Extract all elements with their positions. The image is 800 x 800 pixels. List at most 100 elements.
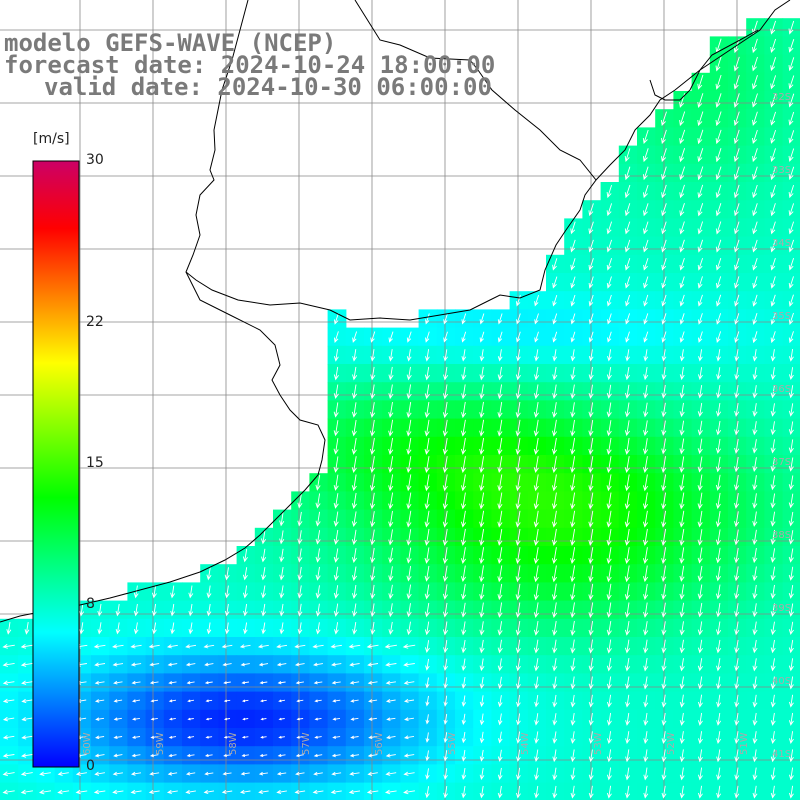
wind-arrow <box>351 474 357 492</box>
wind-arrow <box>570 565 576 583</box>
colorbar-tick-30: 30 <box>86 152 104 168</box>
wind-arrow <box>297 530 303 545</box>
wind-arrow <box>588 621 594 636</box>
wind-arrow <box>21 680 33 685</box>
wind-arrow <box>715 93 722 108</box>
wind-arrow <box>168 681 177 685</box>
wind-arrow <box>734 584 740 600</box>
wind-arrow <box>588 384 594 399</box>
wind-arrow <box>697 712 703 726</box>
wind-arrow <box>551 456 558 474</box>
wind-arrow <box>752 566 758 582</box>
wind-arrow <box>788 276 794 289</box>
wind-arrow <box>497 349 503 362</box>
wind-arrow <box>461 658 467 672</box>
wind-arrow <box>588 713 594 726</box>
wind-arrow <box>770 621 776 636</box>
wind-arrow <box>770 493 776 509</box>
wind-arrow <box>588 583 594 601</box>
wind-arrow <box>770 403 776 417</box>
wind-arrow <box>276 771 287 776</box>
wind-arrow <box>515 621 521 636</box>
wind-arrow <box>187 699 195 703</box>
wind-arrow <box>75 789 88 795</box>
wind-arrow <box>679 257 685 271</box>
wind-arrow <box>333 420 339 437</box>
wind-arrow <box>388 529 394 546</box>
wind-arrow <box>697 111 704 127</box>
wind-arrow <box>113 717 122 721</box>
wind-arrow <box>734 639 740 654</box>
wind-arrow <box>166 789 178 795</box>
wind-arrow <box>679 749 685 763</box>
wind-arrow <box>188 603 194 617</box>
wind-arrow <box>38 789 52 795</box>
wind-arrow <box>679 111 686 127</box>
wind-arrow <box>185 771 196 776</box>
wind-arrow <box>333 566 339 581</box>
wind-arrow <box>788 457 794 472</box>
wind-arrow <box>697 456 703 473</box>
wind-arrow <box>332 717 341 721</box>
wind-arrow <box>734 403 740 417</box>
lat-label-37s: 37S <box>772 457 791 468</box>
wind-arrow <box>221 644 233 649</box>
wind-arrow <box>788 767 794 781</box>
wind-arrow <box>588 419 594 437</box>
wind-arrow <box>551 419 558 437</box>
wind-arrow <box>625 349 630 362</box>
wind-arrow <box>242 717 249 721</box>
wind-arrow <box>497 528 503 546</box>
wind-arrow <box>315 493 321 509</box>
wind-arrow <box>461 349 467 362</box>
wind-arrow <box>661 456 667 474</box>
wind-arrow <box>205 699 213 703</box>
wind-arrow <box>368 699 378 703</box>
wind-arrow <box>570 492 576 510</box>
lon-label-55w: 55W <box>447 732 458 755</box>
wind-arrow <box>715 148 722 163</box>
coastline <box>0 0 791 623</box>
wind-arrow <box>642 148 649 163</box>
wind-arrow <box>715 456 721 473</box>
wind-arrow <box>679 313 685 325</box>
wind-arrow <box>95 717 105 721</box>
wind-arrow <box>624 402 631 418</box>
wind-arrow <box>424 528 430 546</box>
lat-label-33s: 33S <box>772 165 791 176</box>
wind-arrow <box>715 529 721 546</box>
wind-arrow <box>243 603 248 617</box>
wind-arrow <box>534 313 539 325</box>
wind-arrow <box>752 621 758 636</box>
wind-arrow <box>715 129 722 145</box>
wind-arrow <box>424 547 430 564</box>
wind-arrow <box>403 735 415 740</box>
wind-arrow <box>661 547 667 565</box>
wind-arrow <box>588 276 594 289</box>
wind-arrow <box>770 349 776 362</box>
wind-arrow <box>403 753 415 758</box>
wind-arrow <box>588 492 594 510</box>
wind-arrow <box>349 662 360 667</box>
wind-arrow <box>716 749 722 763</box>
wind-arrow <box>351 402 357 418</box>
wind-arrow <box>625 331 630 343</box>
wind-arrow <box>370 529 376 546</box>
wind-arrow <box>424 602 430 618</box>
wind-arrow <box>443 331 448 343</box>
wind-arrow <box>402 644 416 649</box>
wind-arrow <box>132 699 141 703</box>
wind-arrow <box>515 294 521 307</box>
wind-arrow <box>168 717 176 721</box>
wind-arrow <box>259 753 268 758</box>
wind-arrow <box>113 735 123 740</box>
wind-arrow <box>606 203 613 217</box>
wind-arrow <box>279 548 285 563</box>
wind-arrow <box>643 402 649 418</box>
wind-arrow <box>170 585 176 599</box>
wind-arrow <box>788 312 794 326</box>
wind-arrow <box>278 699 286 703</box>
wind-arrow <box>770 566 776 581</box>
wind-arrow <box>384 789 397 795</box>
wind-arrow <box>606 621 612 636</box>
